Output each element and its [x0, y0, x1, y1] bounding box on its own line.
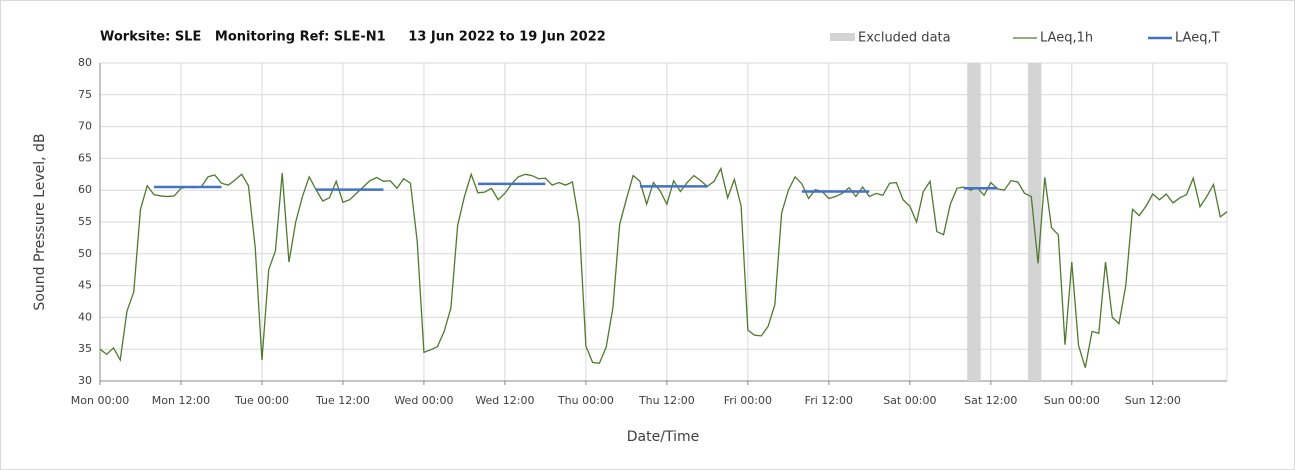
y-tick-label: 65 [78, 151, 92, 164]
x-tick-label: Tue 00:00 [234, 394, 289, 407]
y-tick-label: 40 [78, 310, 92, 323]
x-tick-label: Sat 12:00 [964, 394, 1017, 407]
x-tick-label: Fri 00:00 [724, 394, 772, 407]
y-tick-label: 75 [78, 88, 92, 101]
legend-label: Excluded data [858, 31, 951, 46]
legend-swatch [830, 33, 855, 41]
y-tick-label: 60 [78, 183, 92, 196]
y-tick-label: 55 [78, 215, 92, 228]
y-tick-label: 70 [78, 120, 92, 133]
y-tick-label: 45 [78, 279, 92, 292]
x-tick-label: Thu 00:00 [557, 394, 614, 407]
y-tick-label: 80 [78, 56, 92, 69]
legend-label: LAeq,T [1175, 31, 1220, 46]
series-line [99, 166, 1228, 368]
x-tick-label: Sat 00:00 [883, 394, 936, 407]
y-tick-label: 50 [78, 247, 92, 260]
x-tick-label: Mon 00:00 [71, 394, 129, 407]
y-tick-label: 30 [78, 374, 92, 387]
y-tick-label: 35 [78, 342, 92, 355]
x-tick-label: Thu 12:00 [638, 394, 695, 407]
x-tick-label: Tue 12:00 [315, 394, 370, 407]
chart-title: Worksite: SLE Monitoring Ref: SLE-N1 13 … [100, 30, 606, 45]
x-tick-label: Mon 12:00 [152, 394, 210, 407]
excluded-band [967, 63, 981, 381]
x-tick-label: Wed 12:00 [475, 394, 534, 407]
x-tick-label: Sun 00:00 [1044, 394, 1100, 407]
x-tick-label: Wed 00:00 [394, 394, 453, 407]
legend-label: LAeq,1h [1040, 31, 1093, 46]
excluded-band [1027, 63, 1042, 381]
y-axis-title: Sound Pressure Level, dB [32, 133, 48, 310]
x-tick-label: Fri 12:00 [805, 394, 853, 407]
x-tick-label: Sun 12:00 [1125, 394, 1181, 407]
x-axis-title: Date/Time [627, 429, 699, 445]
